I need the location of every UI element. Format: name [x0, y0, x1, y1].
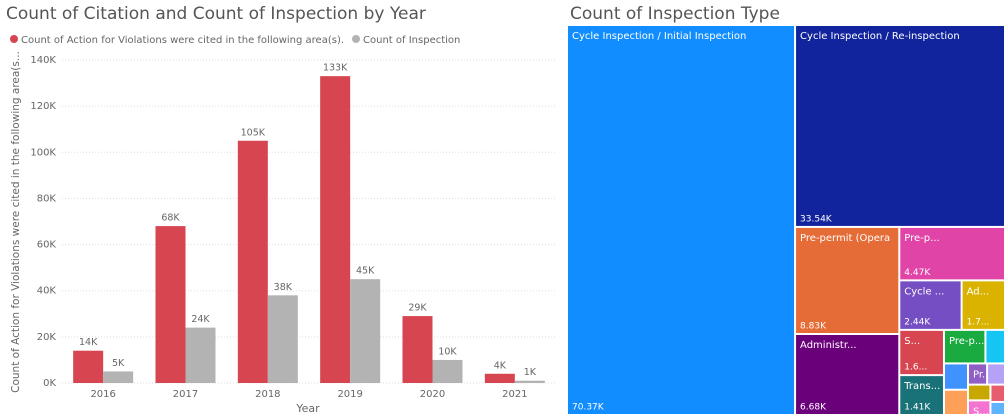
bar — [484, 373, 515, 383]
data-label: 29K — [408, 303, 427, 314]
data-label: 10K — [438, 346, 457, 357]
bar — [402, 316, 433, 383]
x-tick-label: 2020 — [420, 389, 445, 400]
cell-label: Cycle Inspection / Initial Inspection — [572, 31, 746, 42]
treemap: Cycle Inspection / Initial Inspection 70.… — [568, 26, 1004, 417]
cell-value: 4.47K — [904, 268, 931, 278]
data-label: 38K — [274, 282, 293, 293]
bar — [237, 140, 268, 383]
treemap-cell — [944, 390, 967, 414]
cell-label: Pre-p... — [904, 233, 939, 244]
bar — [514, 380, 545, 383]
cell-label: Pr... — [973, 369, 992, 380]
cell-value: 8.83K — [800, 321, 827, 331]
treemap-cell — [900, 281, 961, 329]
treemap-cell — [944, 364, 967, 389]
bar — [432, 359, 463, 383]
data-label: 105K — [241, 127, 266, 138]
treemap-cell — [986, 330, 1004, 363]
bar — [155, 226, 186, 383]
bar — [185, 327, 216, 383]
x-tick-label: 2021 — [502, 389, 527, 400]
cell-label: Pre-p... — [949, 336, 984, 347]
y-tick-label: 40K — [37, 286, 57, 297]
treemap-cell — [900, 227, 1004, 280]
treemap-cell — [991, 385, 1004, 401]
cell-label: S... — [973, 406, 989, 417]
treemap-cell — [962, 281, 1004, 329]
treemap-cell — [900, 330, 943, 375]
data-label: 14K — [79, 337, 98, 348]
bar — [103, 371, 134, 383]
treemap-cell — [796, 334, 899, 414]
cell-label: S... — [904, 336, 920, 347]
cell-label: Pre-permit (Opera — [800, 233, 890, 244]
cell-value: 6.68K — [800, 403, 827, 413]
x-tick-label: 2019 — [337, 389, 362, 400]
cell-value: 1.6... — [904, 363, 927, 373]
treemap-cell — [900, 376, 943, 414]
legend-marker — [10, 35, 18, 43]
data-label: 1K — [524, 367, 537, 378]
data-label: 68K — [161, 213, 180, 224]
legend-marker — [352, 35, 361, 43]
x-axis-title: Year — [295, 402, 320, 415]
y-tick-label: 140K — [30, 55, 56, 66]
cell-label: Ad... — [967, 286, 990, 297]
treemap-cell — [968, 401, 990, 414]
chart-title: Count of Citation and Count of Inspectio… — [6, 4, 426, 24]
cell-label: Cycle Inspection / Re-inspection — [800, 31, 960, 42]
treemap-cell — [796, 26, 1004, 226]
data-label: 24K — [191, 314, 210, 325]
x-tick-label: 2016 — [90, 389, 115, 400]
treemap-cell — [796, 227, 899, 333]
y-tick-label: 0K — [43, 378, 56, 389]
cell-value: 2.44K — [904, 317, 931, 327]
bar — [267, 295, 298, 383]
data-label: 5K — [112, 358, 125, 369]
x-tick-label: 2017 — [173, 389, 198, 400]
y-tick-label: 60K — [37, 240, 57, 251]
legend-label: Count of Inspection — [363, 35, 460, 46]
data-label: 133K — [323, 63, 348, 74]
cell-value: 33.54K — [800, 214, 833, 224]
cell-label: Trans... — [903, 381, 940, 392]
data-label: 4K — [494, 360, 507, 371]
cell-value: 1.7... — [967, 317, 990, 327]
cell-label: Administr... — [800, 340, 857, 351]
cell-value: 70.37K — [572, 403, 605, 413]
bar — [320, 76, 351, 384]
y-tick-label: 120K — [30, 101, 56, 112]
treemap-cell — [991, 402, 1004, 414]
bar — [350, 279, 381, 383]
cell-value: 1.41K — [904, 403, 931, 413]
treemap-cell — [568, 26, 795, 414]
y-tick-label: 80K — [37, 193, 57, 204]
data-label: 45K — [356, 266, 375, 277]
treemap-cell — [968, 385, 990, 400]
treemap-cell — [968, 364, 987, 384]
cell-label: Cycle ... — [904, 286, 944, 297]
chart-title: Count of Inspection Type — [570, 4, 780, 24]
y-axis-title: Count of Action for Violations were cite… — [10, 51, 22, 393]
x-tick-label: 2018 — [255, 389, 280, 400]
y-tick-label: 20K — [37, 332, 57, 343]
legend-label: Count of Action for Violations were cite… — [21, 35, 344, 46]
treemap-cell — [988, 364, 1004, 384]
y-tick-label: 100K — [30, 147, 56, 158]
bar — [73, 350, 104, 383]
treemap-cell — [944, 330, 985, 363]
